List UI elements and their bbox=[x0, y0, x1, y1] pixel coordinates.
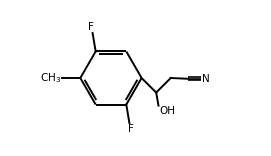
Text: N: N bbox=[202, 74, 209, 84]
Text: CH$_3$: CH$_3$ bbox=[40, 71, 61, 85]
Text: OH: OH bbox=[159, 106, 175, 116]
Text: F: F bbox=[128, 124, 134, 134]
Text: F: F bbox=[88, 22, 94, 32]
